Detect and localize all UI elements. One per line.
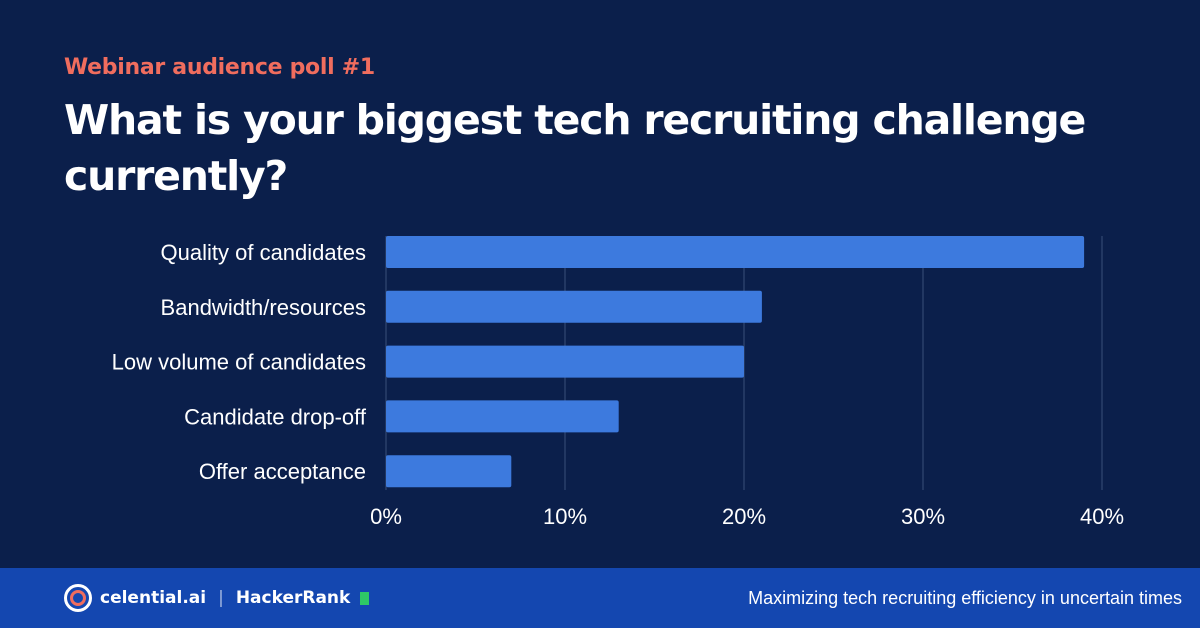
x-tick-label: 10%: [543, 504, 587, 529]
subtitle: Webinar audience poll #1: [64, 55, 375, 80]
bar: [386, 400, 619, 433]
brand-hackerrank: HackerRank: [235, 588, 351, 608]
bar: [386, 236, 1085, 268]
x-tick-label: 0%: [370, 504, 402, 529]
separator: |: [218, 588, 224, 608]
x-tick-label: 40%: [1080, 504, 1124, 529]
category-label: Bandwidth/resources: [161, 295, 366, 320]
logos: celential.ai | HackerRank: [64, 584, 370, 612]
category-label: Quality of candidates: [161, 240, 366, 265]
tagline: Maximizing tech recruiting efficiency in…: [748, 588, 1182, 608]
celential-logo-icon: [64, 584, 92, 612]
brand-celential: celential.ai: [100, 588, 207, 608]
x-tick-label: 20%: [722, 504, 766, 529]
x-tick-label: 30%: [901, 504, 945, 529]
bar: [386, 345, 744, 378]
category-label: Candidate drop-off: [184, 404, 367, 429]
category-label: Low volume of candidates: [112, 350, 366, 375]
category-label: Offer acceptance: [199, 459, 366, 484]
bar-chart: 0% 10% 20% 30% 40% Quality of candidates Bandw…: [112, 236, 1124, 529]
bar: [386, 290, 762, 323]
bar: [386, 455, 512, 488]
footer: celential.ai | HackerRank Maximizing tec…: [0, 568, 1200, 628]
hackerrank-mark-icon: [360, 591, 370, 605]
page-title: What is your biggest tech recruiting cha…: [64, 96, 1086, 200]
